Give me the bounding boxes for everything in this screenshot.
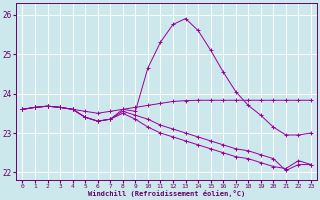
X-axis label: Windchill (Refroidissement éolien,°C): Windchill (Refroidissement éolien,°C) [88, 190, 245, 197]
